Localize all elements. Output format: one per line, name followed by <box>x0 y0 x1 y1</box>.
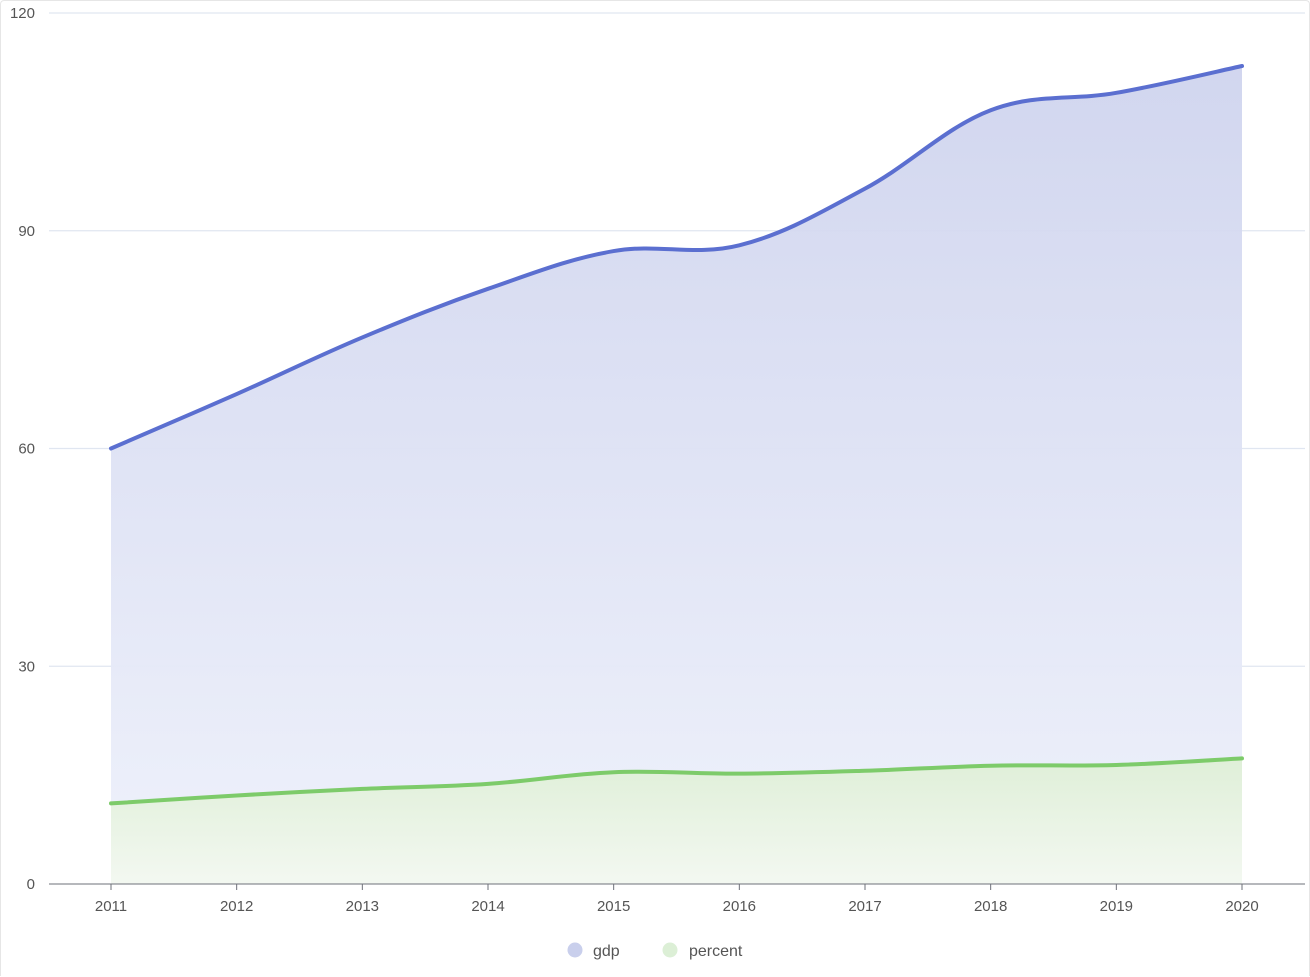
legend-item-gdp[interactable]: gdp <box>567 942 620 961</box>
legend-marker-percent <box>662 942 678 958</box>
point-percent-2018[interactable] <box>988 763 994 769</box>
x-tick-label: 2011 <box>95 898 127 915</box>
y-tick-label: 120 <box>10 5 35 22</box>
point-gdp-2019[interactable] <box>1113 90 1119 96</box>
point-percent-2016[interactable] <box>736 771 742 777</box>
point-gdp-2014[interactable] <box>485 286 491 292</box>
x-tick-label: 2012 <box>220 898 253 915</box>
point-percent-2014[interactable] <box>485 781 491 787</box>
point-gdp-2020[interactable] <box>1239 63 1245 69</box>
legend-label-gdp: gdp <box>593 943 620 960</box>
point-gdp-2015[interactable] <box>611 248 617 254</box>
line-gdp[interactable] <box>109 63 1244 451</box>
x-tick-label: 2015 <box>597 898 630 915</box>
legend-marker-gdp <box>567 942 583 958</box>
y-tick-label: 0 <box>27 876 35 893</box>
y-tick-label: 90 <box>18 223 35 240</box>
point-gdp-2017[interactable] <box>862 186 868 192</box>
x-tick-label: 2013 <box>346 898 379 915</box>
point-percent-2011[interactable] <box>108 800 114 806</box>
line-percent[interactable] <box>109 756 1244 806</box>
point-percent-2013[interactable] <box>359 786 365 792</box>
x-tick-label: 2020 <box>1225 898 1258 915</box>
area-gdp <box>111 65 1242 884</box>
legend-label-percent: percent <box>689 943 743 960</box>
point-percent-2012[interactable] <box>234 792 240 798</box>
x-tick-label: 2018 <box>974 898 1007 915</box>
point-gdp-2012[interactable] <box>234 391 240 397</box>
x-tick-label: 2016 <box>723 898 756 915</box>
point-percent-2017[interactable] <box>862 768 868 774</box>
point-percent-2015[interactable] <box>611 769 617 775</box>
point-gdp-2013[interactable] <box>359 334 365 340</box>
point-gdp-2011[interactable] <box>108 446 114 452</box>
point-gdp-2016[interactable] <box>736 242 742 248</box>
axes: 0 30 60 90 120 2011 2012 2013 2014 2015 2016 2017 20… <box>10 5 1305 915</box>
point-gdp-2018[interactable] <box>988 107 994 113</box>
series-areas <box>111 65 1242 884</box>
y-tick-label: 30 <box>18 658 35 675</box>
area-percent <box>111 758 1242 884</box>
x-tick-label: 2019 <box>1100 898 1133 915</box>
point-percent-2020[interactable] <box>1239 755 1245 761</box>
x-tick-label: 2014 <box>471 898 504 915</box>
point-percent-2019[interactable] <box>1113 762 1119 768</box>
legend-item-percent[interactable]: percent <box>662 942 743 961</box>
x-tick-label: 2017 <box>848 898 881 915</box>
y-tick-label: 60 <box>18 441 35 458</box>
legend[interactable]: gdp percent <box>567 942 743 961</box>
series-lines <box>108 63 1245 806</box>
